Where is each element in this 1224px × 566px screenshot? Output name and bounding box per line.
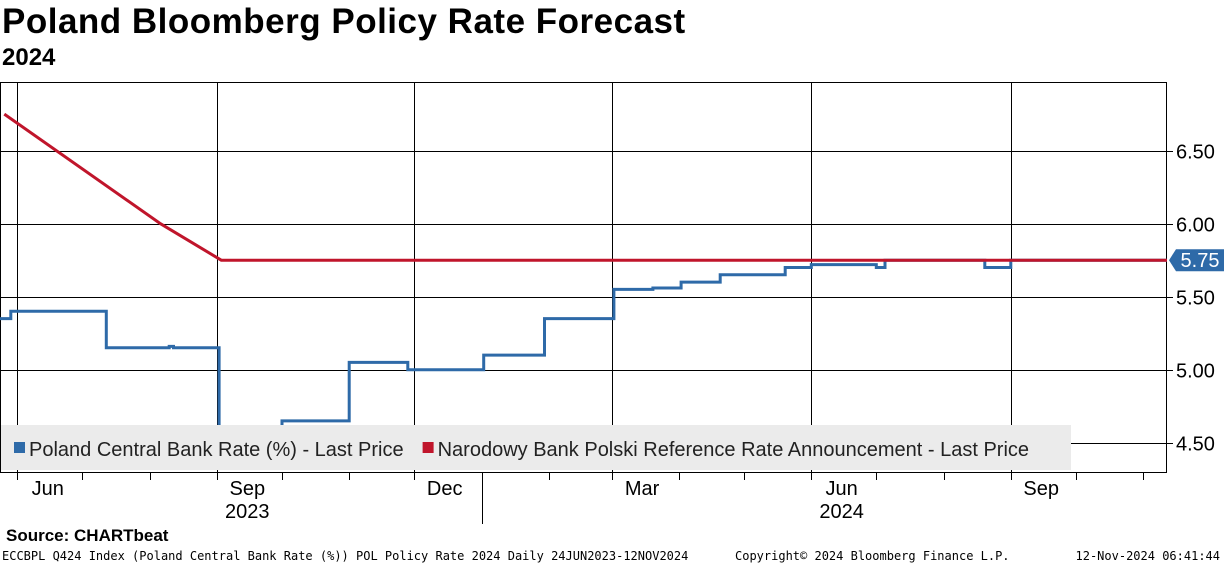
x-year-label: 2024 (819, 501, 864, 523)
legend-background (1, 425, 1071, 470)
x-tick-label: Jun (826, 478, 858, 500)
y-tick-label: 6.00 (1176, 215, 1215, 237)
series-info: ECCBPL Q424 Index (Poland Central Bank R… (2, 549, 689, 563)
gridlines (0, 82, 1167, 473)
x-tick-label: Sep (1023, 478, 1059, 500)
series-lines (0, 112, 1167, 430)
legend-swatch-2 (422, 442, 434, 453)
chart-title: Poland Bloomberg Policy Rate Forecast (2, 2, 686, 41)
plot-frame (0, 82, 1167, 473)
y-tick-label: 6.50 (1176, 142, 1215, 164)
copyright-text: Copyright© 2024 Bloomberg Finance L.P. (735, 549, 1010, 563)
series-line-1 (0, 258, 1167, 430)
x-tick-label: Jun (32, 478, 64, 500)
y-tick-label: 4.50 (1176, 434, 1215, 456)
legend-label-2: Narodowy Bank Polski Reference Rate Anno… (438, 439, 1029, 461)
x-year-label: 2023 (225, 501, 270, 523)
y-tick-label: 5.50 (1176, 288, 1215, 310)
series-line-2 (3, 112, 1167, 262)
last-value-label: 5.75 (1181, 250, 1220, 272)
legend-swatch-1 (14, 442, 25, 453)
x-tick-label: Mar (625, 478, 660, 500)
y-tick-label: 5.00 (1176, 361, 1215, 383)
last-value-badge (1169, 249, 1224, 272)
chart-subtitle: 2024 (2, 44, 56, 71)
legend: Poland Central Bank Rate (%) - Last Pric… (1, 425, 1071, 470)
legend-label-1: Poland Central Bank Rate (%) - Last Pric… (29, 439, 404, 461)
x-tick-label: Sep (229, 478, 265, 500)
x-tick-label: Dec (427, 478, 463, 500)
source-note: Source: CHARTbeat (6, 526, 169, 545)
timestamp: 12-Nov-2024 06:41:44 (1075, 549, 1221, 563)
